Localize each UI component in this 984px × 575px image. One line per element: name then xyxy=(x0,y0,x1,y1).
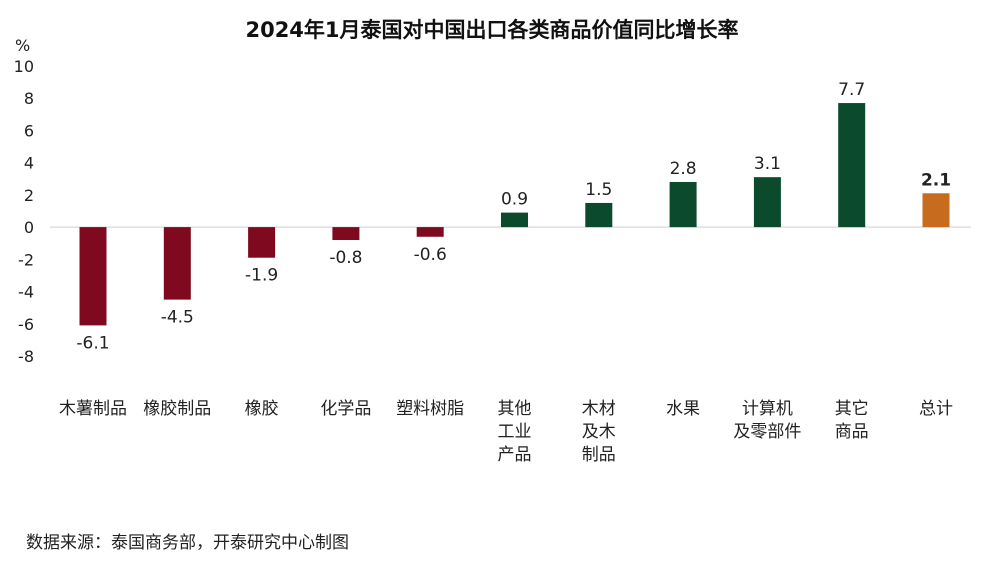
y-tick-label: 4 xyxy=(24,154,34,173)
category-label: 橡胶制品 xyxy=(143,399,211,419)
bar xyxy=(501,212,528,228)
data-label: 1.5 xyxy=(585,180,612,200)
category-label: 制品 xyxy=(582,445,616,465)
y-tick-label: -8 xyxy=(18,347,34,366)
source-note: 数据来源：泰国商务部，开泰研究中心制图 xyxy=(26,533,349,553)
bar xyxy=(585,202,613,228)
y-tick-label: 8 xyxy=(24,89,34,108)
category-label: 木薯制品 xyxy=(59,399,127,419)
y-tick-label: 10 xyxy=(14,57,34,76)
category-label: 及木 xyxy=(582,422,616,442)
data-label: -0.6 xyxy=(414,245,447,265)
data-label: 0.9 xyxy=(501,190,528,210)
y-tick-label: -2 xyxy=(18,250,34,269)
category-label: 木材 xyxy=(582,399,616,419)
data-label: -4.5 xyxy=(161,308,194,328)
bar xyxy=(838,103,866,228)
category-label: 橡胶 xyxy=(245,399,279,419)
y-tick-label: -4 xyxy=(18,283,34,302)
bar xyxy=(416,227,444,237)
bar xyxy=(753,177,781,228)
y-tick-label: 0 xyxy=(24,218,34,237)
category-label: 及零部件 xyxy=(733,422,801,442)
data-label: 7.7 xyxy=(838,80,865,100)
data-label: 3.1 xyxy=(754,154,781,174)
bar xyxy=(332,227,360,240)
data-label: 2.1 xyxy=(921,170,951,190)
category-label: 塑料树脂 xyxy=(396,399,464,419)
bar xyxy=(669,182,697,228)
category-label: 产品 xyxy=(498,445,532,465)
y-axis-unit: % xyxy=(15,36,31,55)
category-label: 其他 xyxy=(498,399,532,419)
y-tick-label: 2 xyxy=(24,186,34,205)
bar xyxy=(248,227,276,258)
data-label: -1.9 xyxy=(245,266,278,286)
data-label: -6.1 xyxy=(76,333,109,353)
category-label: 化学品 xyxy=(320,399,371,419)
y-tick-label: -6 xyxy=(18,315,34,334)
data-label: 2.8 xyxy=(670,159,697,179)
category-label: 商品 xyxy=(835,422,869,442)
category-label: 总计 xyxy=(919,399,953,419)
category-label: 工业 xyxy=(498,422,532,442)
data-label: -0.8 xyxy=(329,248,362,268)
category-label: 其它 xyxy=(835,399,869,419)
chart-title: 2024年1月泰国对中国出口各类商品价值同比增长率 xyxy=(245,18,739,42)
bar xyxy=(922,193,950,228)
category-label: 水果 xyxy=(666,399,700,419)
category-label: 计算机 xyxy=(742,399,793,419)
y-tick-label: 6 xyxy=(24,121,34,140)
bar xyxy=(79,227,107,326)
bar xyxy=(163,227,191,300)
